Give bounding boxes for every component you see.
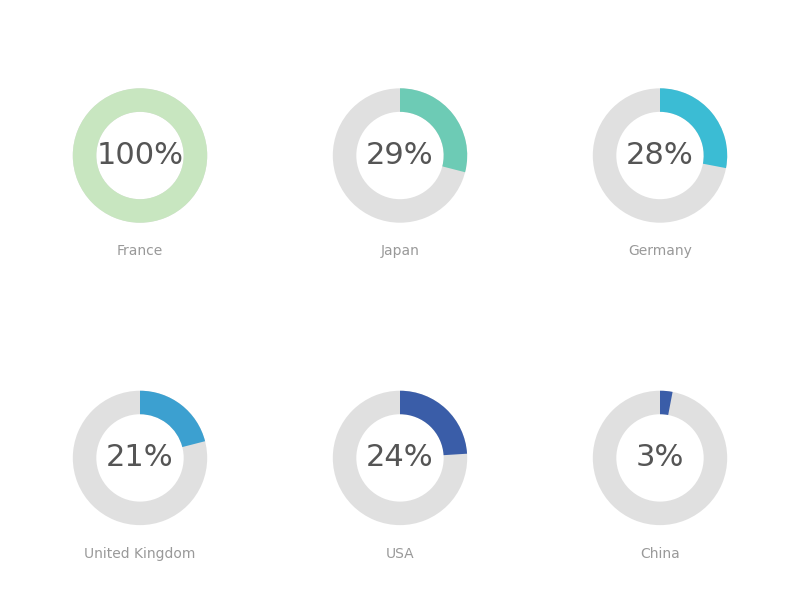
Text: France: France <box>117 244 163 258</box>
Wedge shape <box>73 88 207 223</box>
Wedge shape <box>400 391 467 455</box>
Wedge shape <box>400 88 467 172</box>
Text: 21%: 21% <box>106 443 174 472</box>
Text: USA: USA <box>386 547 414 560</box>
Wedge shape <box>73 88 207 223</box>
Text: 24%: 24% <box>366 443 434 472</box>
Wedge shape <box>593 391 727 525</box>
Wedge shape <box>660 88 727 168</box>
Text: 3%: 3% <box>636 443 684 472</box>
Text: 100%: 100% <box>97 141 183 170</box>
Wedge shape <box>73 391 207 525</box>
Text: United Kingdom: United Kingdom <box>84 547 196 560</box>
Wedge shape <box>660 391 673 415</box>
Text: Japan: Japan <box>381 244 419 258</box>
Wedge shape <box>140 391 205 447</box>
Wedge shape <box>333 88 467 223</box>
Text: Germany: Germany <box>628 244 692 258</box>
Text: China: China <box>640 547 680 560</box>
Text: 28%: 28% <box>626 141 694 170</box>
Text: 29%: 29% <box>366 141 434 170</box>
Wedge shape <box>593 88 727 223</box>
Wedge shape <box>333 391 467 525</box>
